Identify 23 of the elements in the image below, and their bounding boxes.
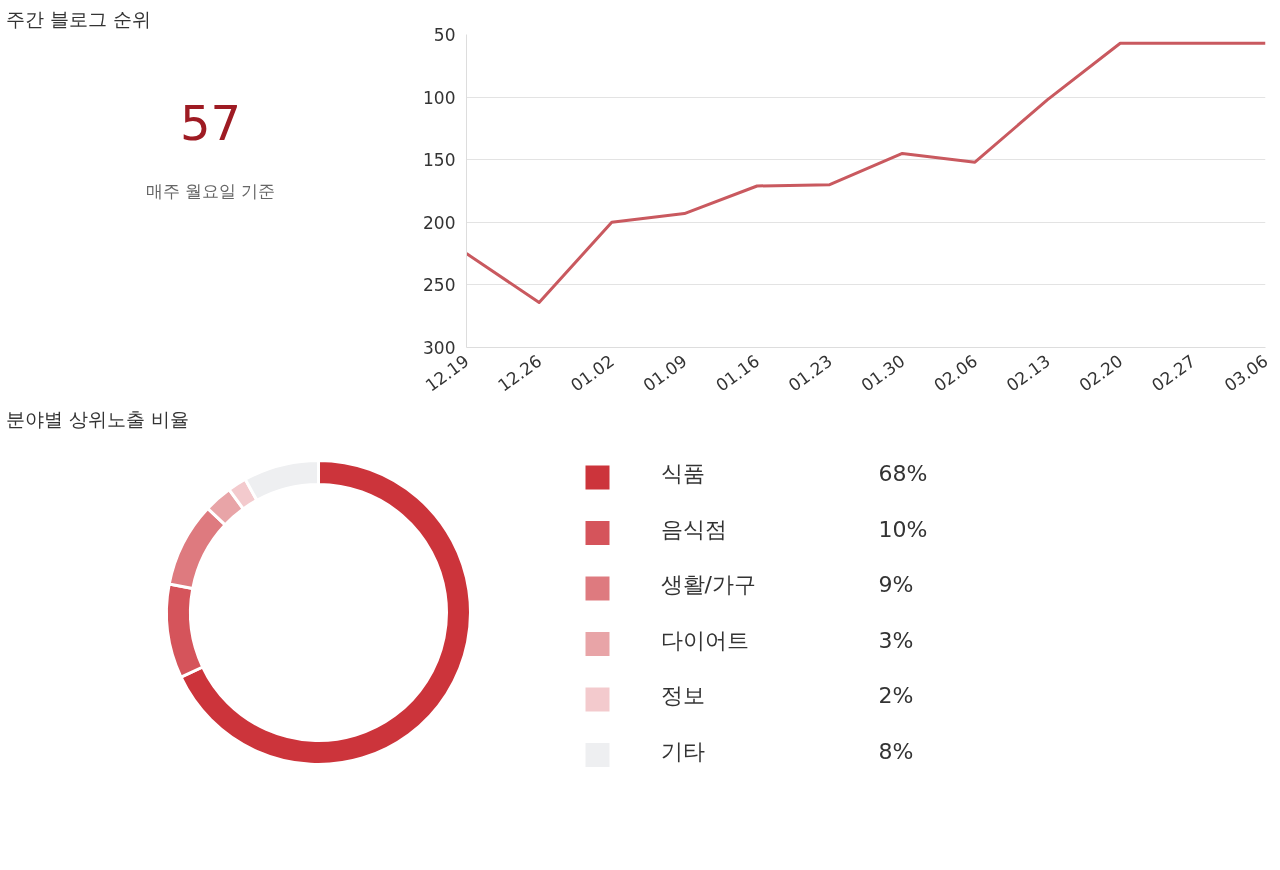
y-tick-label: 50 xyxy=(433,25,456,45)
y-tick-label: 300 xyxy=(423,338,456,358)
y-tick-label: 250 xyxy=(423,275,456,296)
data-label: 68% xyxy=(878,461,928,486)
y-tick-label: 200 xyxy=(423,212,456,233)
line-series xyxy=(466,41,1266,304)
legend-label: 음식점 xyxy=(660,516,727,542)
data-label: 9% xyxy=(878,572,914,597)
text: 57 xyxy=(179,94,242,151)
legend-label: 다이어트 xyxy=(660,627,749,653)
text: 주간 블로그 순위 xyxy=(5,7,151,30)
text: 매주 월요일 기준 xyxy=(145,181,276,201)
y-tick-label: 150 xyxy=(423,150,456,171)
data-label: 3% xyxy=(878,627,914,653)
y-tick-label: 100 xyxy=(423,87,456,108)
data-label: 8% xyxy=(878,738,914,764)
legend-label: 생활/가구 xyxy=(660,572,756,597)
data-label: 2% xyxy=(878,683,914,708)
legend-label: 기타 xyxy=(660,738,705,764)
legend-label: 정보 xyxy=(660,683,705,708)
legend-label: 식품 xyxy=(660,461,705,486)
chart-title: 분야별 상위노출 비율 xyxy=(5,407,189,430)
data-label: 10% xyxy=(878,516,928,542)
